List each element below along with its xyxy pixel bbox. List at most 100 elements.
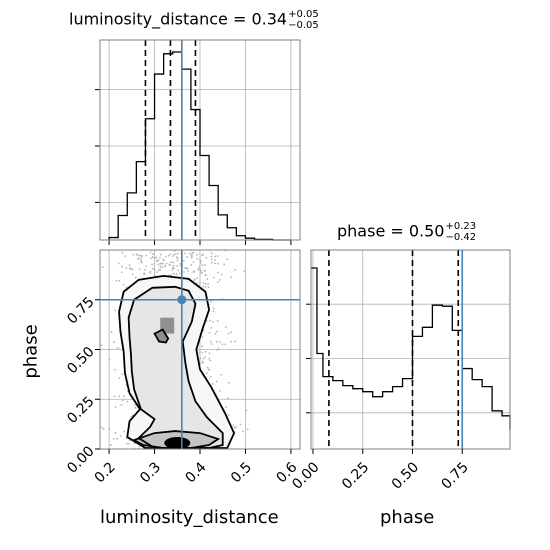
scatter-point: [193, 279, 196, 281]
scatter-point: [223, 263, 226, 266]
scatter-point: [164, 265, 167, 267]
scatter-point: [232, 424, 235, 427]
scatter-point: [199, 271, 202, 274]
scatter-point: [214, 262, 216, 265]
scatter-point: [218, 341, 221, 343]
ld-tick-label-0: 0.2: [92, 459, 119, 486]
scatter-point: [211, 383, 214, 385]
scatter-point: [139, 254, 141, 257]
scatter-point: [169, 253, 172, 256]
scatter-point: [122, 395, 125, 398]
scatter-point: [113, 395, 116, 398]
scatter-point: [123, 430, 126, 433]
scatter-point: [140, 256, 143, 259]
scatter-point: [173, 272, 175, 275]
scatter-point: [129, 267, 132, 270]
scatter-point: [169, 264, 171, 266]
scatter-point: [204, 273, 207, 276]
scatter-point: [204, 264, 206, 266]
scatter-point: [227, 414, 230, 416]
scatter-point: [218, 279, 221, 281]
scatter-point: [200, 269, 202, 272]
ld-hist-frame: [99, 39, 301, 241]
scatter-point: [201, 360, 204, 363]
scatter-point: [230, 331, 232, 334]
scatter-point: [206, 278, 209, 281]
scatter-point: [117, 262, 120, 265]
scatter-point: [202, 285, 205, 288]
scatter-point: [114, 431, 117, 434]
scatter-point: [170, 261, 172, 264]
scatter-point: [138, 257, 141, 260]
scatter-point: [134, 406, 137, 409]
scatter-point: [201, 336, 204, 338]
scatter-point: [116, 347, 119, 349]
scatter-point: [199, 262, 202, 265]
scatter-point: [202, 357, 205, 360]
scatter-point: [190, 264, 193, 266]
scatter-point: [215, 380, 218, 383]
scatter-point: [212, 310, 215, 313]
phase-xtick-label-0: 0.00: [289, 459, 322, 492]
scatter-point: [207, 286, 210, 289]
scatter-point: [211, 261, 213, 264]
scatter-point: [225, 406, 227, 409]
scatter-point: [202, 362, 205, 364]
scatter-point: [141, 254, 143, 257]
scatter-point: [224, 343, 227, 346]
scatter-point: [164, 256, 167, 258]
scatter-point: [149, 257, 152, 260]
scatter-point: [179, 262, 182, 265]
scatter-point: [173, 267, 176, 270]
scatter-point: [183, 271, 185, 273]
scatter-point: [137, 257, 139, 260]
scatter-point: [143, 273, 146, 276]
scatter-point: [131, 273, 134, 276]
scatter-point: [125, 437, 128, 440]
scatter-point: [217, 262, 219, 265]
phase-ytick-label-0: 0.00: [64, 443, 97, 476]
scatter-point: [124, 255, 127, 257]
scatter-point: [235, 426, 238, 429]
scatter-point: [114, 406, 117, 408]
scatter-point: [125, 286, 128, 289]
scatter-point: [212, 321, 214, 323]
scatter-point: [140, 258, 143, 261]
scatter-point: [101, 266, 104, 269]
scatter-point: [152, 253, 154, 255]
scatter-point: [209, 375, 212, 378]
scatter-point: [224, 326, 227, 329]
scatter-point: [215, 340, 218, 343]
scatter-point: [234, 269, 237, 271]
contour-line-3: [153, 328, 170, 344]
density-peak: [164, 437, 191, 450]
scatter-point: [214, 332, 217, 335]
scatter-point: [161, 266, 164, 268]
scatter-point: [192, 251, 195, 254]
scatter-point: [227, 332, 230, 335]
scatter-point: [221, 343, 224, 346]
scatter-point: [200, 260, 202, 263]
scatter-point: [118, 377, 121, 380]
scatter-point: [145, 254, 148, 257]
scatter-point: [192, 260, 195, 263]
scatter-point: [199, 259, 202, 261]
scatter-point: [159, 262, 162, 265]
scatter-point: [182, 259, 185, 262]
scatter-point: [201, 272, 204, 274]
scatter-point: [210, 326, 213, 329]
scatter-point: [145, 265, 148, 268]
scatter-point: [210, 258, 213, 261]
scatter-point: [196, 257, 199, 260]
contour-line-2: [118, 274, 236, 449]
scatter-point: [199, 281, 201, 284]
scatter-point: [115, 279, 118, 282]
scatter-point: [155, 256, 158, 259]
phase-hist-frame: [310, 249, 511, 450]
scatter-point: [140, 261, 143, 264]
scatter-point: [121, 399, 124, 402]
scatter-point: [125, 267, 128, 269]
scatter-point: [127, 442, 130, 445]
scatter-point: [185, 267, 188, 270]
phase-xtick-label-1: 0.25: [339, 459, 372, 492]
